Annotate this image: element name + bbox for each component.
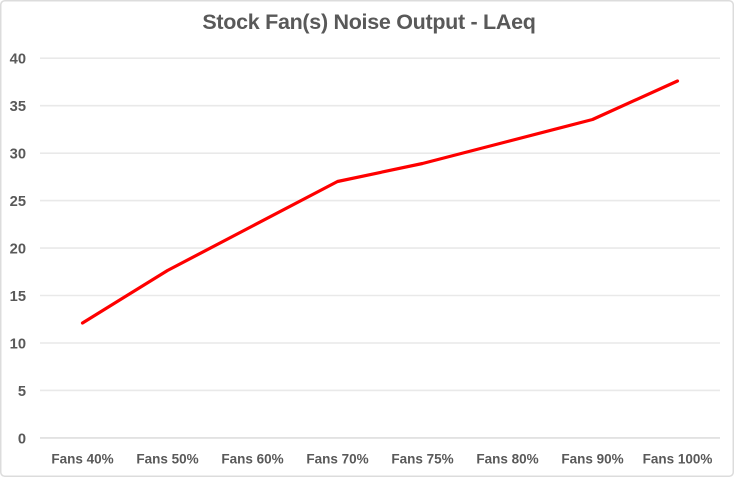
svg-text:Fans 70%: Fans 70% <box>306 452 368 467</box>
svg-text:Fans 40%: Fans 40% <box>51 452 113 467</box>
svg-text:Fans 80%: Fans 80% <box>476 452 538 467</box>
svg-text:Fans 60%: Fans 60% <box>221 452 283 467</box>
svg-text:35: 35 <box>10 99 26 115</box>
svg-text:0: 0 <box>18 431 26 447</box>
svg-text:40: 40 <box>10 51 26 67</box>
svg-text:15: 15 <box>10 289 26 305</box>
svg-text:25: 25 <box>10 194 26 210</box>
svg-text:20: 20 <box>10 241 26 257</box>
svg-text:10: 10 <box>10 336 26 352</box>
svg-text:Fans 90%: Fans 90% <box>561 452 623 467</box>
svg-text:Fans 100%: Fans 100% <box>643 452 713 467</box>
svg-text:Fans 75%: Fans 75% <box>391 452 453 467</box>
svg-text:5: 5 <box>18 384 26 400</box>
svg-text:30: 30 <box>10 146 26 162</box>
svg-text:Stock Fan(s) Noise Output - LA: Stock Fan(s) Noise Output - LAeq <box>202 10 535 34</box>
svg-text:Fans 50%: Fans 50% <box>136 452 198 467</box>
